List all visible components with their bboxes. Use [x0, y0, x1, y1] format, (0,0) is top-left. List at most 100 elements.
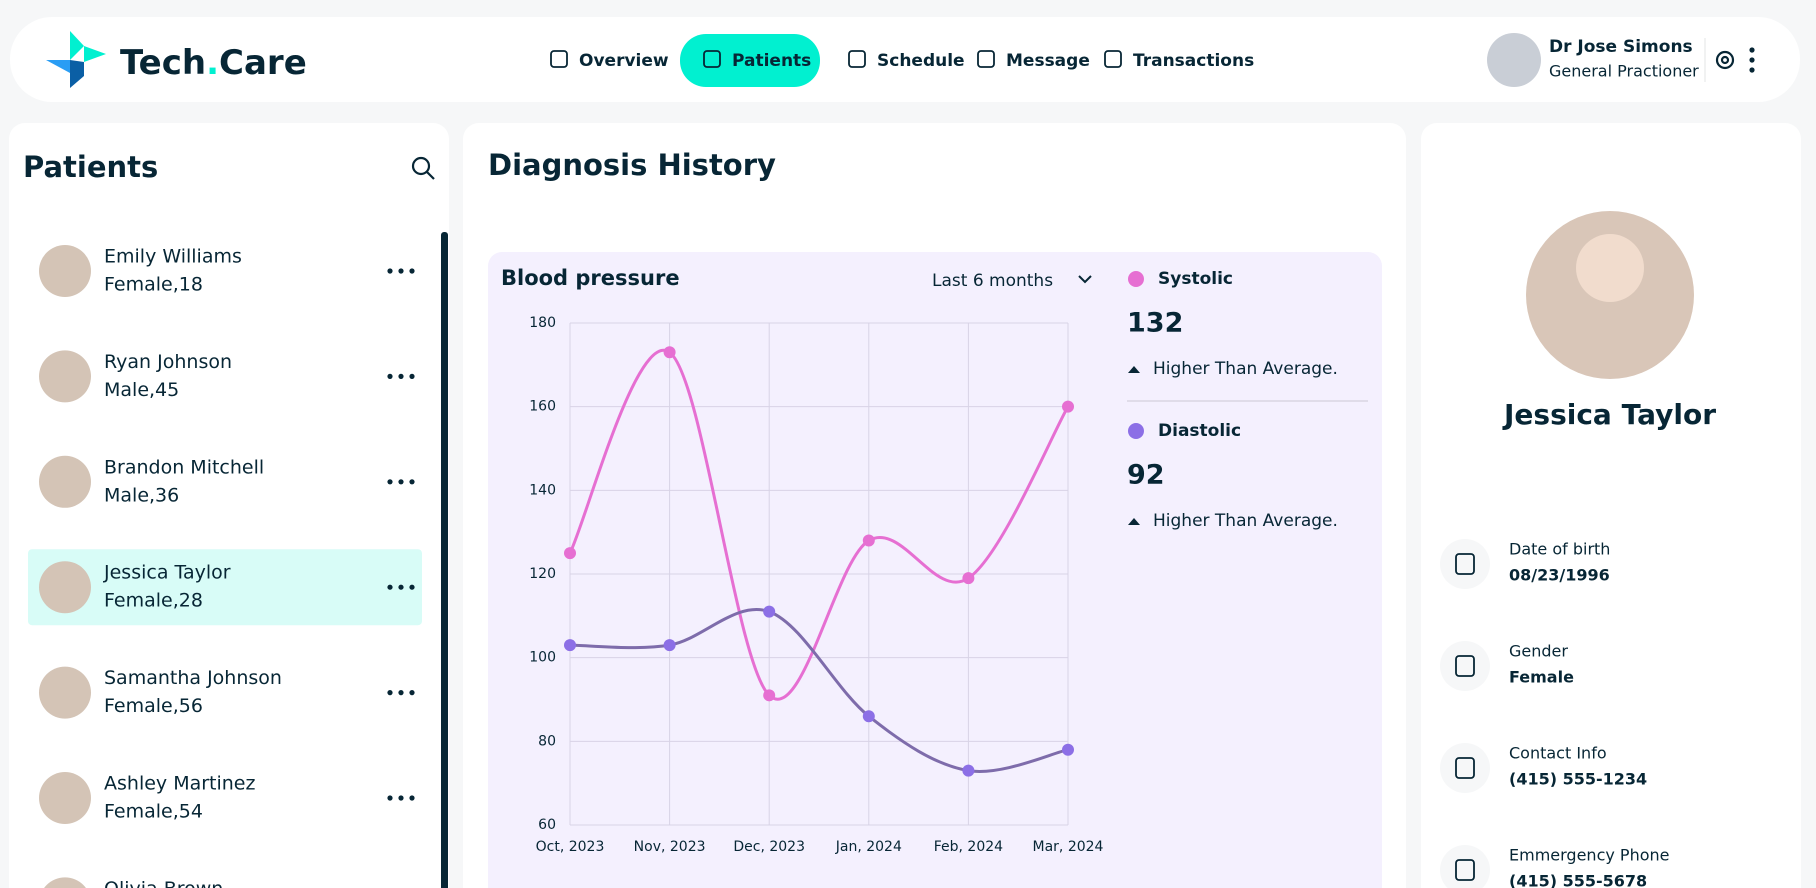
more-dot[interactable]: [409, 479, 415, 485]
nav-icon: [703, 50, 721, 68]
field-icon: [1455, 553, 1475, 575]
data-point: [663, 346, 676, 359]
patient-info: Female,54: [104, 801, 203, 823]
data-point: [763, 605, 776, 618]
field-label: Contact Info: [1509, 744, 1607, 763]
data-point: [564, 547, 576, 560]
data-point: [1062, 743, 1074, 756]
series-line: [569, 608, 1069, 773]
user-name: Dr Jose Simons: [1549, 37, 1693, 57]
chart-filter[interactable]: Last 6 months: [932, 271, 1053, 291]
dropdown-chevron[interactable]: [1078, 275, 1092, 284]
more-dot[interactable]: [409, 268, 415, 274]
user-role: General Practioner: [1549, 62, 1699, 81]
patient-info: Female,28: [104, 590, 203, 612]
user-avatar: [1487, 33, 1541, 87]
y-tick-label: 160: [529, 399, 556, 415]
patient-avatar: [39, 772, 91, 824]
patients-panel: [9, 123, 449, 888]
summary-value: 92: [1127, 460, 1165, 491]
patient-avatar: [39, 245, 91, 297]
more-dot[interactable]: [387, 690, 393, 696]
legend-label: Diastolic: [1158, 421, 1241, 441]
more-dot[interactable]: [398, 479, 404, 485]
trend-arrow: [1128, 518, 1140, 525]
more-dot[interactable]: [398, 795, 404, 801]
more-dot[interactable]: [398, 268, 404, 274]
logo-part: .: [206, 43, 219, 83]
more-dot[interactable]: [409, 373, 415, 379]
data-point: [763, 689, 776, 702]
legend-swatch: [1128, 423, 1144, 439]
more-dot[interactable]: [387, 373, 393, 379]
more-dot[interactable]: [387, 584, 393, 590]
summary-value: 132: [1127, 308, 1183, 339]
y-tick-label: 80: [538, 733, 556, 749]
y-tick-label: 100: [529, 650, 556, 666]
panel-title: Diagnosis History: [488, 148, 776, 182]
search-icon[interactable]: [411, 156, 435, 180]
patient-name: Ryan Johnson: [104, 351, 232, 373]
more-dot[interactable]: [387, 268, 393, 274]
settings-icon[interactable]: [1715, 50, 1735, 70]
more-icon[interactable]: [1749, 47, 1755, 73]
patient-info: Male,36: [104, 484, 179, 506]
more-dot[interactable]: [387, 479, 393, 485]
field-icon: [1455, 757, 1475, 779]
nav-item[interactable]: Message: [1006, 51, 1090, 71]
data-point: [1062, 400, 1074, 413]
more-dot[interactable]: [387, 795, 393, 801]
y-tick-label: 180: [529, 315, 556, 331]
nav-icon: [550, 50, 568, 68]
field-value: 08/23/1996: [1509, 566, 1610, 585]
chart-box: [488, 252, 1382, 888]
more-dot[interactable]: [398, 690, 404, 696]
y-tick-label: 60: [538, 817, 556, 833]
y-tick-label: 140: [529, 482, 556, 498]
y-tick-label: 120: [529, 566, 556, 582]
nav-item[interactable]: Schedule: [877, 51, 965, 71]
more-dot[interactable]: [409, 690, 415, 696]
profile-panel: [1421, 123, 1801, 888]
patient-name: Brandon Mitchell: [104, 456, 264, 478]
nav-item[interactable]: Transactions: [1133, 51, 1254, 71]
data-point: [962, 572, 975, 585]
patient-name: Emily Williams: [104, 246, 242, 268]
field-icon-bg: [1440, 539, 1490, 589]
patient-avatar: [39, 561, 91, 614]
patient-info: Male,45: [104, 379, 179, 401]
more-dot[interactable]: [409, 795, 415, 801]
panel-title: Patients: [23, 150, 158, 184]
logo-text: Tech.Care: [120, 43, 307, 83]
more-dot[interactable]: [398, 373, 404, 379]
data-point: [663, 639, 676, 652]
patient-name: Ashley Martinez: [104, 773, 255, 795]
patient-info: Female,56: [104, 695, 203, 717]
patient-info: Female,18: [104, 274, 203, 296]
data-point: [862, 534, 875, 547]
x-tick-label: Dec, 2023: [733, 839, 805, 855]
data-point: [862, 710, 875, 723]
field-value: Female: [1509, 668, 1574, 687]
field-label: Gender: [1509, 642, 1568, 661]
field-icon-bg: [1440, 845, 1490, 888]
field-value: (415) 555-5678: [1509, 872, 1647, 888]
patient-name: Olivia Brown: [104, 878, 223, 888]
field-value: (415) 555-1234: [1509, 770, 1647, 789]
x-tick-label: Nov, 2023: [634, 839, 706, 855]
nav-item[interactable]: Patients: [732, 51, 811, 71]
logo-part: Care: [219, 43, 307, 83]
logo-part: Tech: [120, 43, 206, 83]
more-dot[interactable]: [409, 584, 415, 590]
field-icon: [1455, 655, 1475, 677]
field-icon-bg: [1440, 743, 1490, 793]
nav-icon: [848, 50, 866, 68]
patient-avatar: [39, 350, 91, 403]
patient-name: Samantha Johnson: [104, 667, 282, 689]
more-dot[interactable]: [398, 584, 404, 590]
nav-icon: [1104, 50, 1122, 68]
nav-item[interactable]: Overview: [579, 51, 669, 71]
summary-note: Higher Than Average.: [1153, 359, 1338, 379]
patient-avatar: [39, 666, 91, 719]
